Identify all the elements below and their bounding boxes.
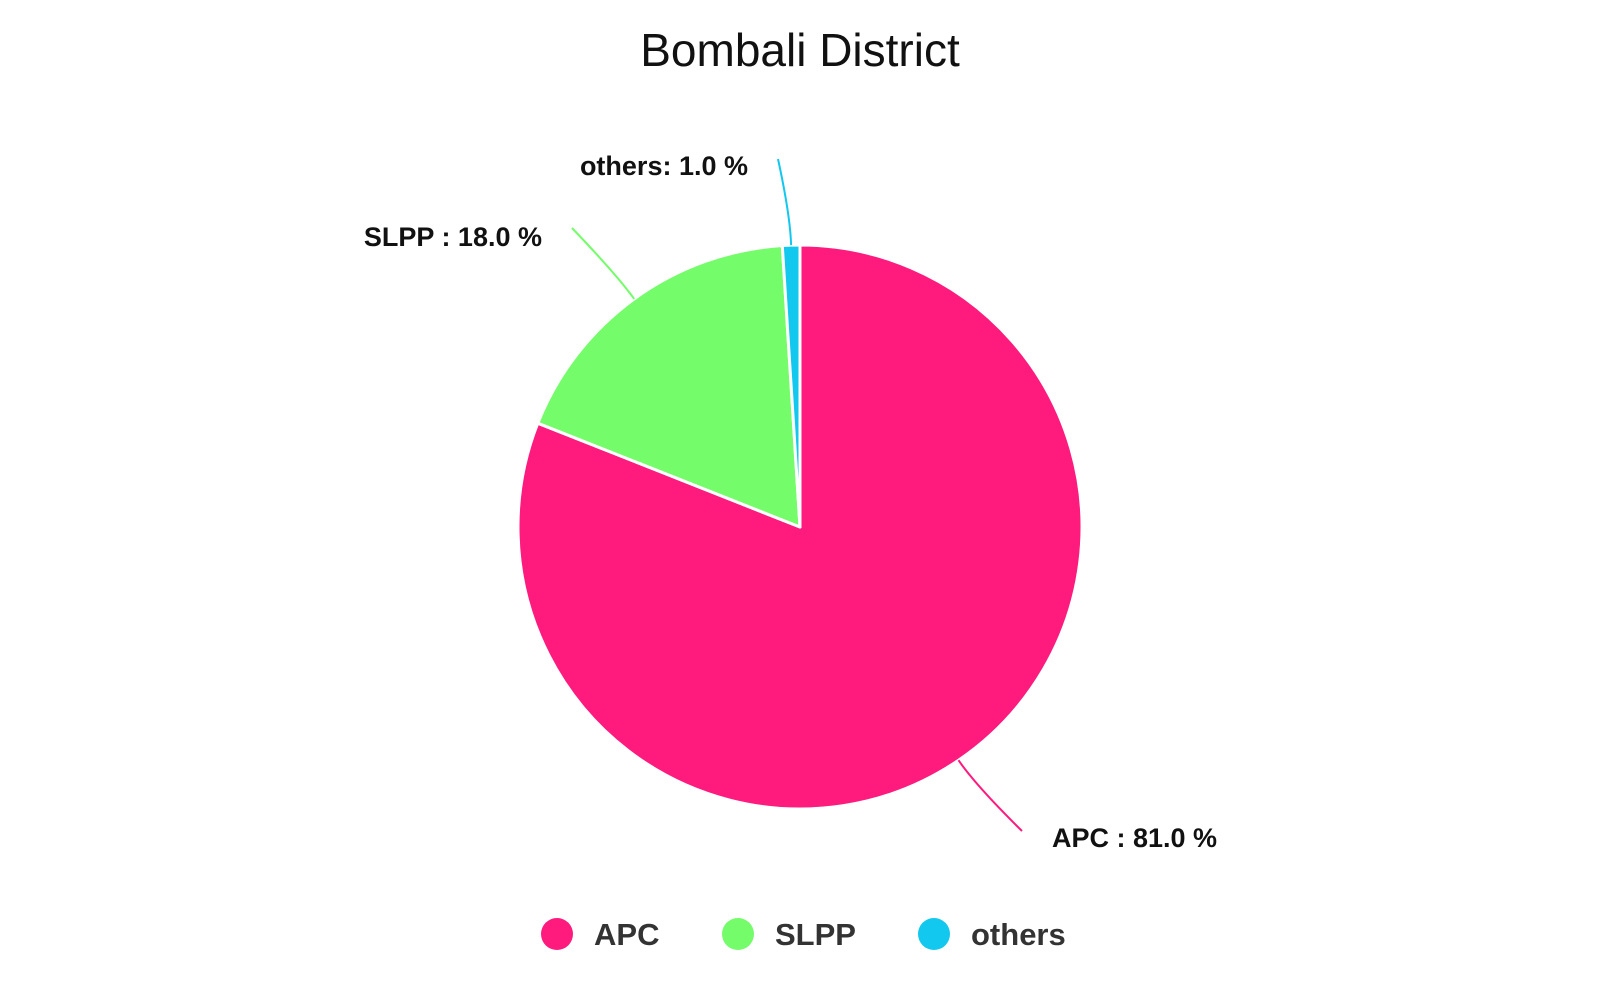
legend-swatch-apc [541, 918, 573, 950]
pie-slice-slpp[interactable] [536, 244, 802, 529]
data-label-apc: APC : 81.0 % [1052, 823, 1217, 853]
data-label-others: others: 1.0 % [580, 151, 748, 181]
legend-swatch-others [918, 918, 950, 950]
legend-label-others: others [971, 917, 1066, 952]
data-label-slpp: SLPP : 18.0 % [364, 222, 542, 252]
legend-item-others[interactable]: others [918, 917, 1066, 952]
legend-item-slpp[interactable]: SLPP [722, 917, 856, 952]
leader-line-others [777, 158, 793, 246]
legend-label-apc: APC [594, 917, 659, 952]
pie-slice-others[interactable] [780, 243, 802, 529]
legend-item-apc[interactable]: APC [541, 917, 659, 952]
pie-slices [516, 243, 1084, 811]
leader-line-apc [957, 759, 1023, 832]
data-labels: APC : 81.0 % SLPP : 18.0 % others: 1.0 % [364, 151, 1217, 853]
legend: APC SLPP others [541, 917, 1066, 952]
chart-title: Bombali District [640, 24, 960, 76]
legend-label-slpp: SLPP [775, 917, 856, 952]
legend-swatch-slpp [722, 918, 754, 950]
leader-line-slpp [571, 227, 636, 300]
label-leader-lines [571, 158, 1023, 832]
